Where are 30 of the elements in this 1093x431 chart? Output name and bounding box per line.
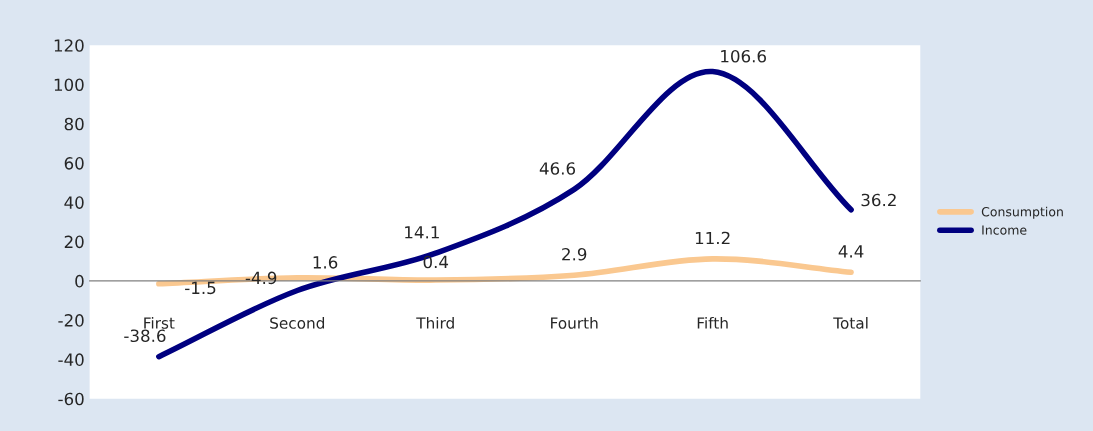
x-tick-label: Fifth xyxy=(697,316,728,329)
x-tick-label: Third xyxy=(416,316,454,329)
y-tick-label: 0 xyxy=(75,274,84,288)
y-tick-label: 20 xyxy=(64,235,84,249)
y-tick-label: 40 xyxy=(64,196,84,209)
y-tick-label: -60 xyxy=(58,392,84,406)
x-tick-label: Total xyxy=(833,316,868,329)
data-label: 36.2 xyxy=(861,193,896,207)
data-label: 2.9 xyxy=(562,247,587,261)
y-tick-label: 60 xyxy=(64,157,84,170)
legend-label: Consumption xyxy=(981,206,1063,219)
data-label: -38.6 xyxy=(124,329,166,343)
data-label: 46.6 xyxy=(539,162,576,175)
data-label: 1.6 xyxy=(313,256,338,269)
data-label: 4.4 xyxy=(838,245,864,258)
y-tick-label: 100 xyxy=(54,78,84,92)
data-label: 11.2 xyxy=(695,231,730,245)
x-tick-label: Fourth xyxy=(551,316,598,329)
x-tick-label: Second xyxy=(270,316,325,329)
y-tick-label: -40 xyxy=(58,353,84,366)
x-tick-label: First xyxy=(144,316,175,329)
data-label: 0.4 xyxy=(423,255,449,269)
data-label: -4.9 xyxy=(245,271,277,285)
y-tick-label: 120 xyxy=(54,39,84,52)
data-label: 106.6 xyxy=(721,49,766,63)
y-tick-label: 80 xyxy=(64,117,84,131)
y-tick-label: -20 xyxy=(58,314,84,327)
data-label: -1.5 xyxy=(185,281,216,295)
data-label: 14.1 xyxy=(405,226,439,239)
legend-label: Income xyxy=(982,225,1027,235)
